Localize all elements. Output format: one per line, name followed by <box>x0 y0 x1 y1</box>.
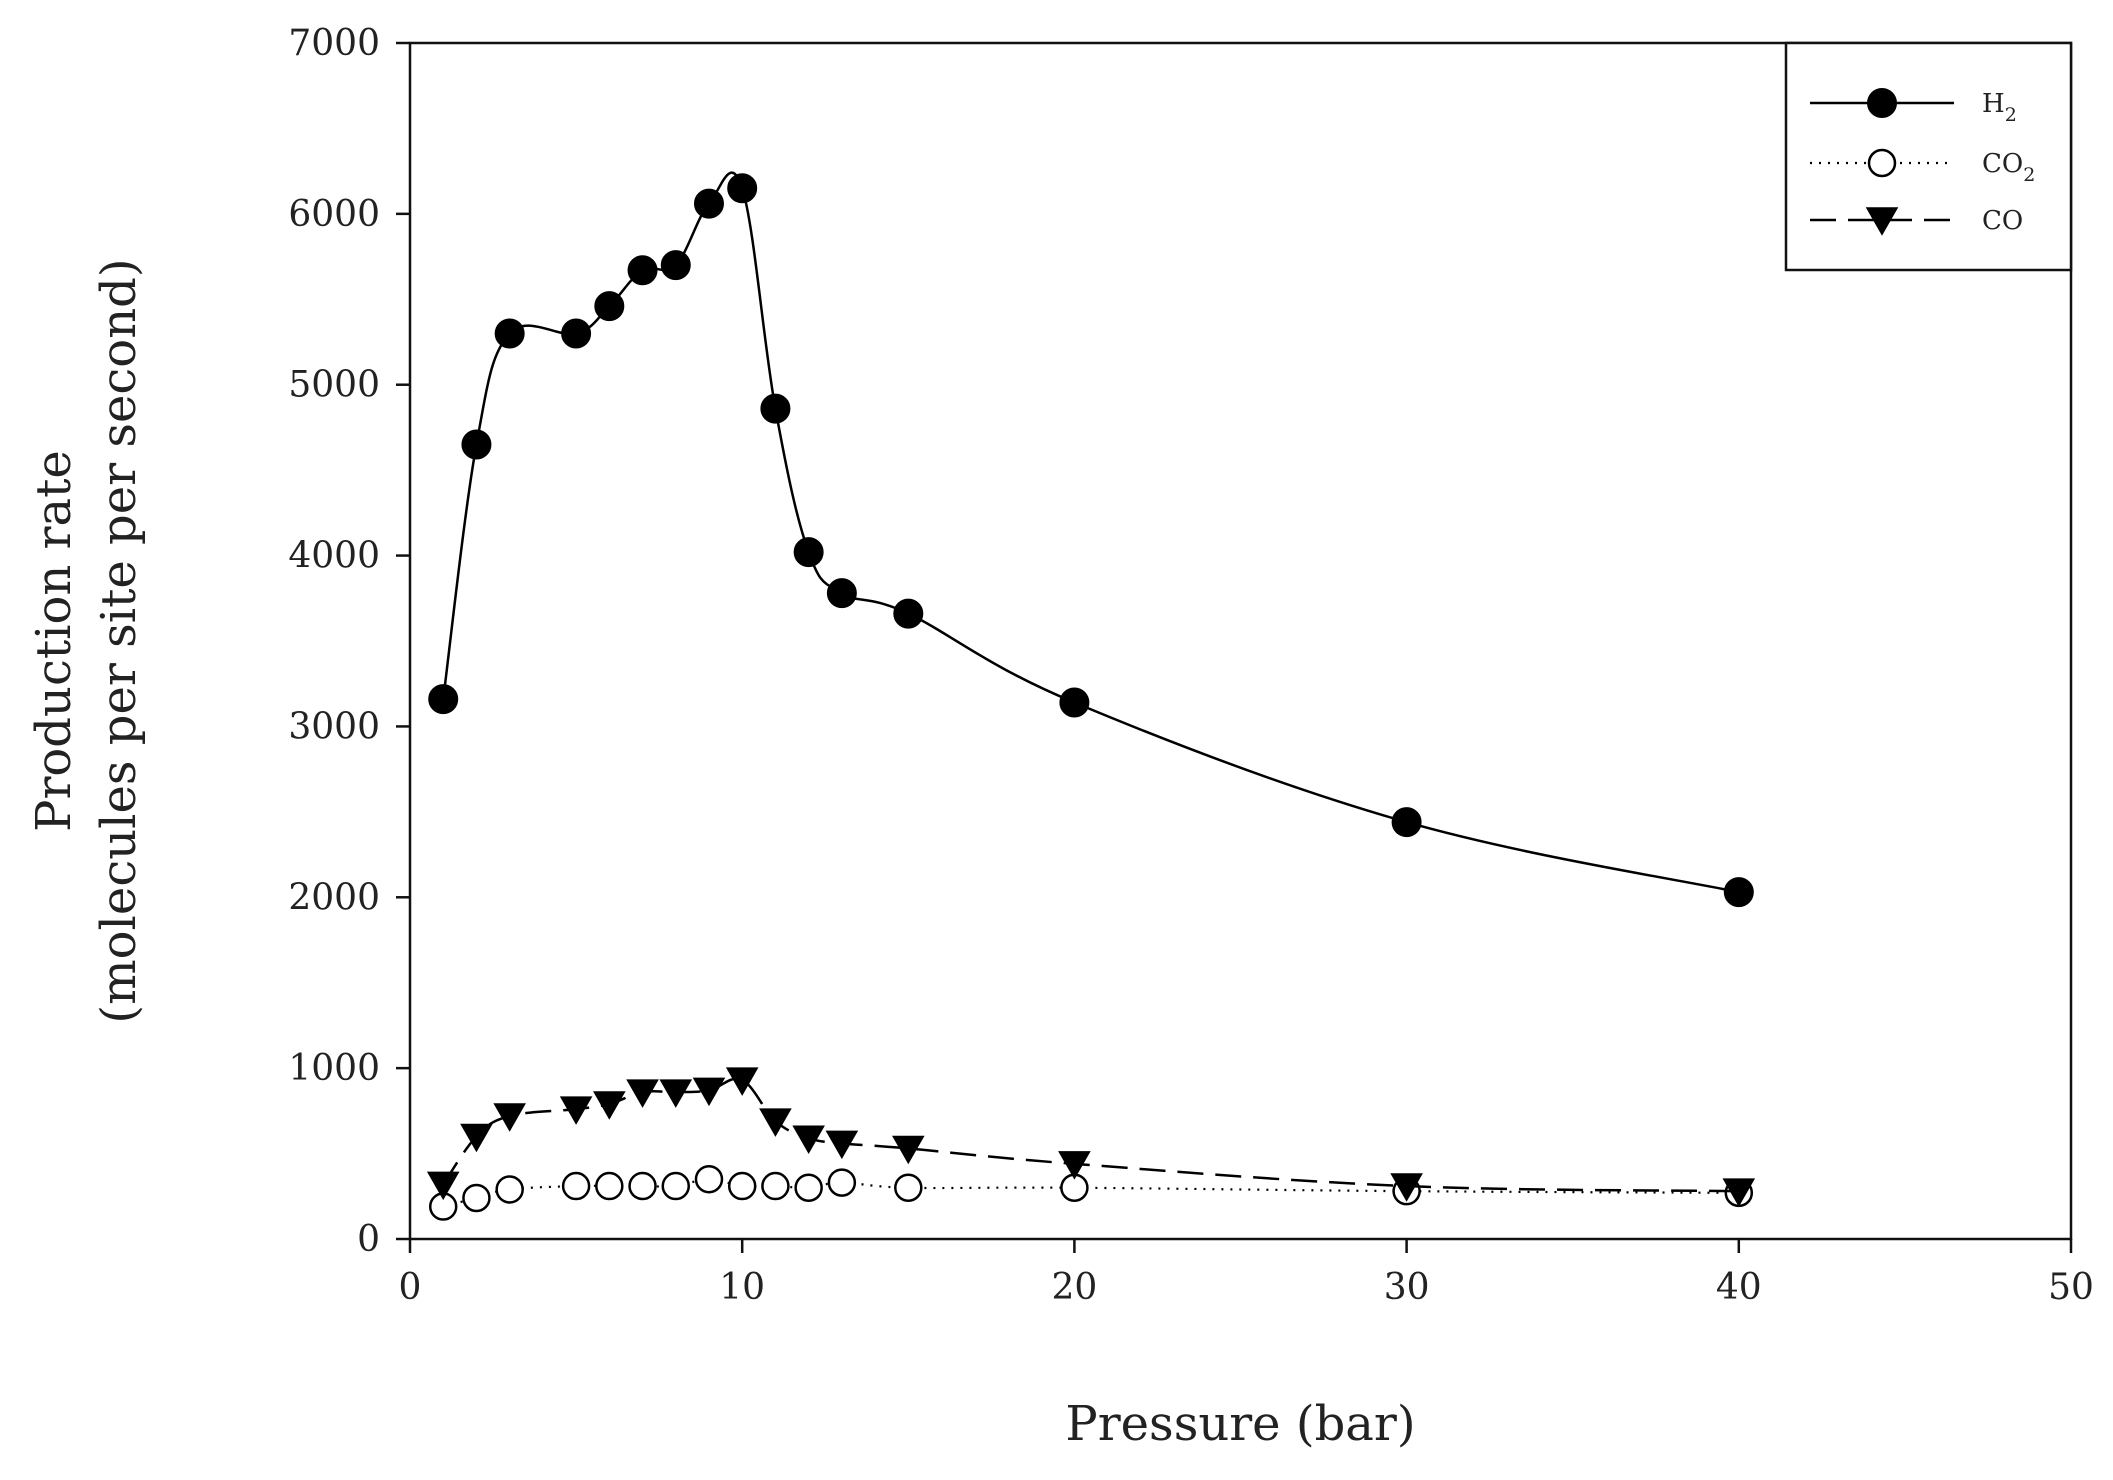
legend-label: H2 <box>1982 89 2017 126</box>
data-point <box>1723 877 1754 908</box>
legend-label-main: CO <box>1982 206 2023 236</box>
data-point <box>428 684 459 715</box>
x-tick-label: 10 <box>719 1267 765 1308</box>
data-point <box>1722 1178 1756 1207</box>
series-1 <box>428 1164 1754 1221</box>
axes: 0 10 20 30 40 50 0 1000 2000 3000 4000 5000 6000 7000 <box>288 23 2094 1308</box>
data-point <box>660 250 691 281</box>
data-point <box>593 1091 626 1120</box>
data-point <box>1390 1173 1423 1202</box>
data-point <box>793 537 824 568</box>
legend-marker <box>1867 88 1897 118</box>
data-point <box>692 1077 726 1107</box>
y-axis-title-line1: Production rate <box>26 450 82 832</box>
data-point <box>626 1079 659 1108</box>
y-tick-label: 3000 <box>288 706 380 747</box>
y-tick-label: 7000 <box>288 23 380 64</box>
data-point <box>595 1171 624 1201</box>
data-point <box>493 1103 526 1132</box>
legend-label-subscript: 2 <box>2023 164 2035 186</box>
x-tick-label: 0 <box>399 1267 422 1308</box>
data-point <box>495 1175 524 1204</box>
data-point <box>462 1183 491 1213</box>
data-point <box>1058 1151 1091 1180</box>
series-2 <box>426 1067 1756 1207</box>
data-point <box>794 1173 823 1202</box>
x-tick-label: 40 <box>1716 1267 1762 1308</box>
x-tick-label: 30 <box>1384 1267 1430 1308</box>
data-point <box>461 429 492 460</box>
x-axis-title: Pressure (bar) <box>1065 1396 1415 1452</box>
data-point <box>725 1067 759 1096</box>
data-point <box>893 598 924 629</box>
data-point <box>892 1135 925 1165</box>
series-0 <box>428 171 1754 908</box>
legend-label: CO <box>1982 206 2023 236</box>
data-point <box>827 1168 857 1197</box>
x-tick-label: 20 <box>1051 1267 1097 1308</box>
data-point <box>494 318 525 349</box>
data-point <box>594 291 625 322</box>
data-point <box>727 1171 757 1201</box>
y-tick-label: 0 <box>357 1219 380 1260</box>
y-tick-label: 6000 <box>288 194 380 235</box>
y-tick-label: 5000 <box>288 365 380 406</box>
data-point <box>760 393 791 424</box>
data-point <box>561 318 592 349</box>
data-point <box>792 1125 825 1154</box>
y-tick-label: 2000 <box>288 877 380 918</box>
data-point <box>460 1123 493 1153</box>
data-point <box>661 1171 691 1201</box>
data-point <box>627 255 658 286</box>
data-point <box>761 1171 790 1201</box>
data-point <box>628 1171 657 1201</box>
y-tick-label: 1000 <box>288 1048 380 1089</box>
data-point <box>825 1130 859 1160</box>
legend-label-main: H <box>1982 89 2005 119</box>
x-tick-label: 50 <box>2048 1267 2094 1308</box>
data-point <box>894 1173 923 1202</box>
legend-label: CO2 <box>1982 149 2035 186</box>
data-point <box>561 1171 591 1201</box>
legend-label-main: CO <box>1982 149 2023 179</box>
data-point <box>759 1108 792 1137</box>
data-point <box>1059 687 1090 718</box>
data-point <box>727 173 758 204</box>
y-tick-label: 4000 <box>288 536 380 577</box>
data-point <box>694 1164 724 1194</box>
data-point <box>659 1079 693 1108</box>
data-point <box>1391 807 1422 838</box>
data-point <box>426 1171 460 1201</box>
legend-label-subscript: 2 <box>2005 104 2017 126</box>
y-axis-title-line2: (molecules per site per second) <box>91 258 147 1023</box>
data-point <box>559 1096 593 1125</box>
series-layer <box>426 171 1756 1221</box>
legend-marker <box>1865 207 1899 236</box>
plot-frame <box>408 41 2073 1241</box>
legend-marker <box>1867 148 1897 178</box>
data-point <box>826 578 857 609</box>
data-point <box>693 188 724 219</box>
legend-box <box>1784 41 2073 272</box>
